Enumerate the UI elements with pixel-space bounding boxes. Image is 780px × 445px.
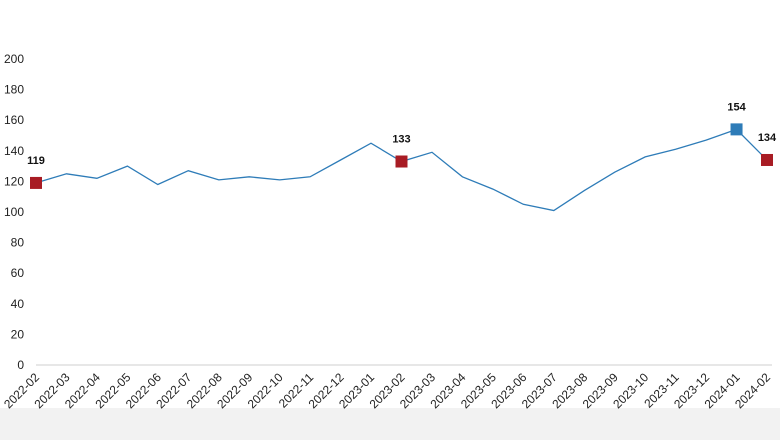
data-label: 154	[727, 101, 746, 113]
y-tick-label: 140	[4, 144, 24, 158]
y-tick-label: 0	[17, 358, 24, 372]
data-label: 119	[27, 155, 45, 167]
y-tick-label: 200	[4, 52, 24, 66]
y-tick-label: 180	[4, 83, 24, 97]
highlight-marker	[761, 153, 773, 166]
highlight-marker	[730, 123, 743, 136]
y-tick-label: 160	[4, 113, 24, 127]
y-tick-label: 100	[4, 205, 24, 219]
y-tick-label: 80	[11, 236, 25, 250]
highlight-marker	[30, 176, 42, 189]
data-labels: 119 133 154 134	[27, 101, 777, 167]
y-tick-label: 60	[11, 266, 25, 280]
footer-band	[0, 408, 780, 440]
highlight-marker	[395, 155, 408, 168]
x-axis-ticks: 2022-022022-032022-042022-052022-062022-…	[1, 370, 773, 411]
y-tick-label: 40	[11, 297, 25, 311]
y-tick-label: 20	[11, 327, 25, 341]
data-label: 133	[392, 134, 410, 146]
y-axis-ticks: 0 20 40 60 80 100 120 140 160 180 200	[4, 52, 24, 372]
highlight-markers	[30, 123, 773, 189]
data-label: 134	[758, 132, 777, 144]
y-tick-label: 120	[4, 174, 24, 188]
